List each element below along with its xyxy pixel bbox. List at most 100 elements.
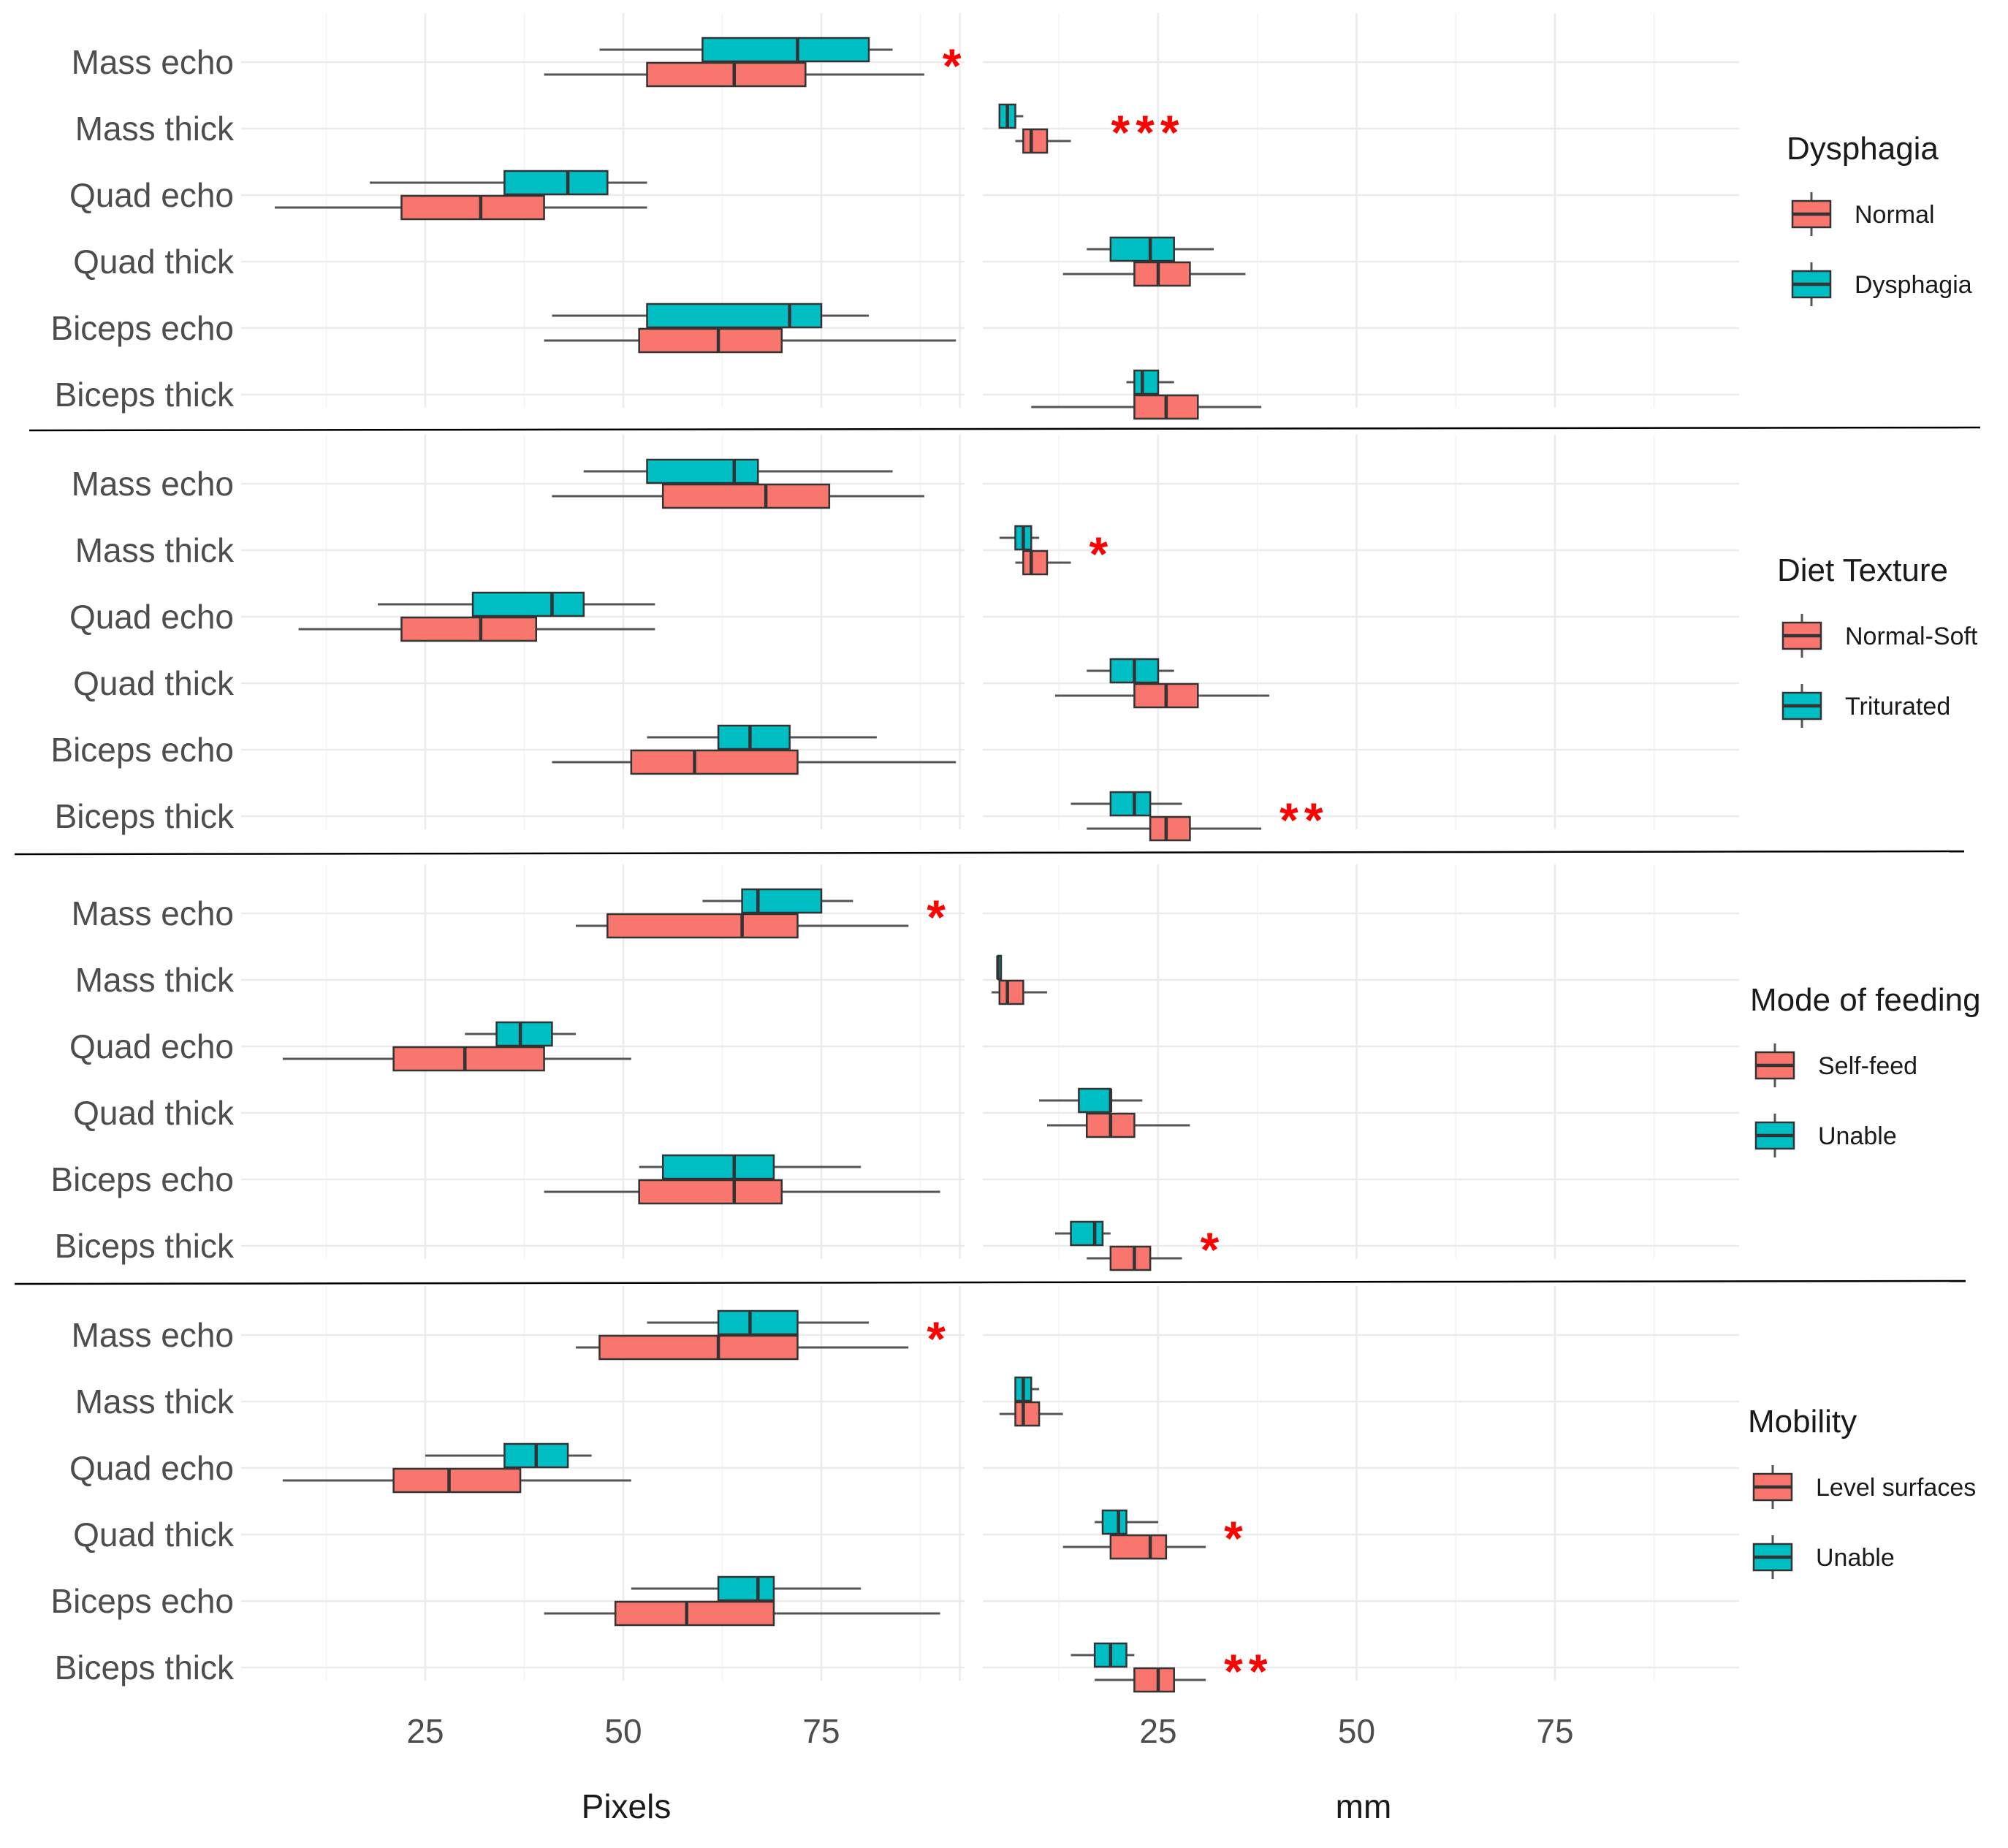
group1-box — [1023, 551, 1047, 574]
row-label: Biceps echo — [50, 309, 234, 347]
row-label: Quad thick — [73, 1516, 235, 1554]
group2-box — [1111, 792, 1150, 815]
significance-stars: ** — [1224, 1644, 1273, 1698]
legend-title: Dysphagia — [1787, 131, 1939, 167]
group1-box — [394, 1469, 520, 1492]
panel-2: Mass echo Mass thick * Quad echo Quad thick B… — [50, 460, 1978, 847]
boxplot-figure: Mass echo * Mass thick *** Quad echo Quad thi… — [0, 0, 2008, 1844]
group1-box — [607, 914, 797, 938]
row-mass-echo: Mass echo * — [72, 889, 951, 944]
panel-1: Mass echo *Mass thick ***Quad echoQuad thi… — [50, 38, 1971, 419]
group1-box — [1111, 1247, 1150, 1270]
group1-box — [663, 484, 829, 508]
row-label: Mass thick — [75, 1383, 235, 1421]
row-label: Quad echo — [69, 1027, 234, 1065]
x-tick-label-left: 75 — [802, 1712, 840, 1750]
row-label: Mass echo — [72, 894, 234, 932]
group1-box — [1111, 1535, 1166, 1559]
x-axis-title-left: Pixels — [582, 1787, 672, 1825]
row-biceps-thick: Biceps thick * — [55, 1222, 1225, 1277]
legend-label: Level surfaces — [1816, 1474, 1976, 1502]
row-label: Biceps echo — [50, 731, 234, 769]
significance-stars: * — [927, 1312, 951, 1366]
legend-label: Dysphagia — [1855, 271, 1972, 299]
group1-box — [639, 1180, 782, 1204]
row-label: Biceps thick — [55, 376, 235, 414]
group1-box — [599, 1336, 797, 1359]
panel-4: Mass echo * Mass thick Quad echo Quad thick *… — [50, 1311, 1976, 1698]
row-label: Mass thick — [75, 961, 235, 999]
group2-box — [647, 460, 758, 483]
group1-box — [639, 329, 782, 352]
group1-box — [1134, 1668, 1174, 1692]
row-mass-echo: Mass echo * — [72, 38, 967, 93]
group1-box — [647, 63, 806, 86]
legend-title: Mode of feeding — [1750, 982, 1981, 1018]
group2-box — [504, 171, 607, 194]
row-label: Biceps thick — [55, 1227, 235, 1265]
group1-box — [615, 1602, 774, 1625]
legend-title: Mobility — [1748, 1404, 1857, 1440]
group1-box — [1134, 262, 1190, 286]
group2-box — [663, 1155, 774, 1179]
group1-box — [631, 750, 798, 774]
group1-box — [394, 1047, 544, 1071]
panel-separator — [15, 1281, 1966, 1284]
row-quad-thick: Quad thick * — [73, 1510, 1249, 1565]
panel-3: Mass echo * Mass thick Quad echo Quad thick B… — [50, 889, 1980, 1277]
row-mass-echo: Mass echo * — [72, 1311, 951, 1366]
x-tick-label-right: 50 — [1338, 1712, 1375, 1750]
group2-box — [718, 1577, 774, 1600]
group1-box — [1023, 129, 1047, 153]
significance-stars: *** — [1111, 105, 1185, 159]
group2-box — [1111, 237, 1174, 261]
row-label: Quad thick — [73, 664, 235, 702]
group2-box — [1079, 1089, 1110, 1112]
row-biceps-thick: Biceps thick ** — [55, 1643, 1274, 1698]
group2-box — [718, 726, 790, 749]
row-label: Biceps thick — [55, 797, 235, 835]
row-label: Biceps echo — [50, 1582, 234, 1620]
row-label: Mass echo — [72, 43, 234, 81]
group2-box — [1071, 1222, 1103, 1245]
group2-box — [718, 1311, 797, 1334]
legend-label: Normal — [1855, 201, 1935, 229]
row-label: Biceps echo — [50, 1160, 234, 1198]
significance-stars: ** — [1279, 793, 1328, 847]
legend-label: Self-feed — [1818, 1052, 1917, 1080]
x-tick-label-left: 50 — [604, 1712, 642, 1750]
x-tick-label-right: 25 — [1139, 1712, 1176, 1750]
row-label: Mass thick — [75, 110, 235, 148]
group2-box — [742, 889, 821, 913]
group1-box — [401, 617, 536, 641]
group2-box — [1134, 370, 1158, 394]
legend-label: Normal-Soft — [1845, 623, 1978, 650]
legend-label: Unable — [1818, 1122, 1897, 1150]
row-label: Mass echo — [72, 1316, 234, 1354]
boxplot-svg: Mass echo *Mass thick ***Quad echoQuad thi… — [0, 0, 2008, 1844]
legend-label: Triturated — [1845, 693, 1950, 720]
row-label: Quad echo — [69, 598, 234, 636]
group1-box — [1000, 981, 1024, 1004]
panel-separator — [29, 427, 1980, 430]
x-axis-title-right: mm — [1336, 1787, 1392, 1825]
row-mass-thick: Mass thick *** — [75, 104, 1185, 159]
group2-box — [702, 38, 869, 61]
legend-title: Diet Texture — [1777, 552, 1948, 588]
group1-box — [401, 196, 544, 219]
row-label: Quad thick — [73, 243, 235, 281]
significance-stars: * — [927, 890, 951, 944]
group2-box — [647, 304, 821, 327]
legend-4: Mobility Level surfaces Unable — [1748, 1404, 1976, 1579]
legend-2: Diet Texture Normal-Soft Triturated — [1777, 552, 1978, 728]
group1-box — [1150, 817, 1190, 840]
panel-separator — [15, 851, 1964, 854]
group1-box — [1016, 1402, 1040, 1426]
x-tick-label-right: 75 — [1536, 1712, 1573, 1750]
significance-stars: * — [1224, 1511, 1249, 1565]
group2-box — [1103, 1510, 1127, 1534]
x-tick-label-left: 25 — [406, 1712, 444, 1750]
legend-label: Unable — [1816, 1544, 1895, 1572]
row-label: Mass echo — [72, 465, 234, 503]
row-label: Quad thick — [73, 1094, 235, 1132]
